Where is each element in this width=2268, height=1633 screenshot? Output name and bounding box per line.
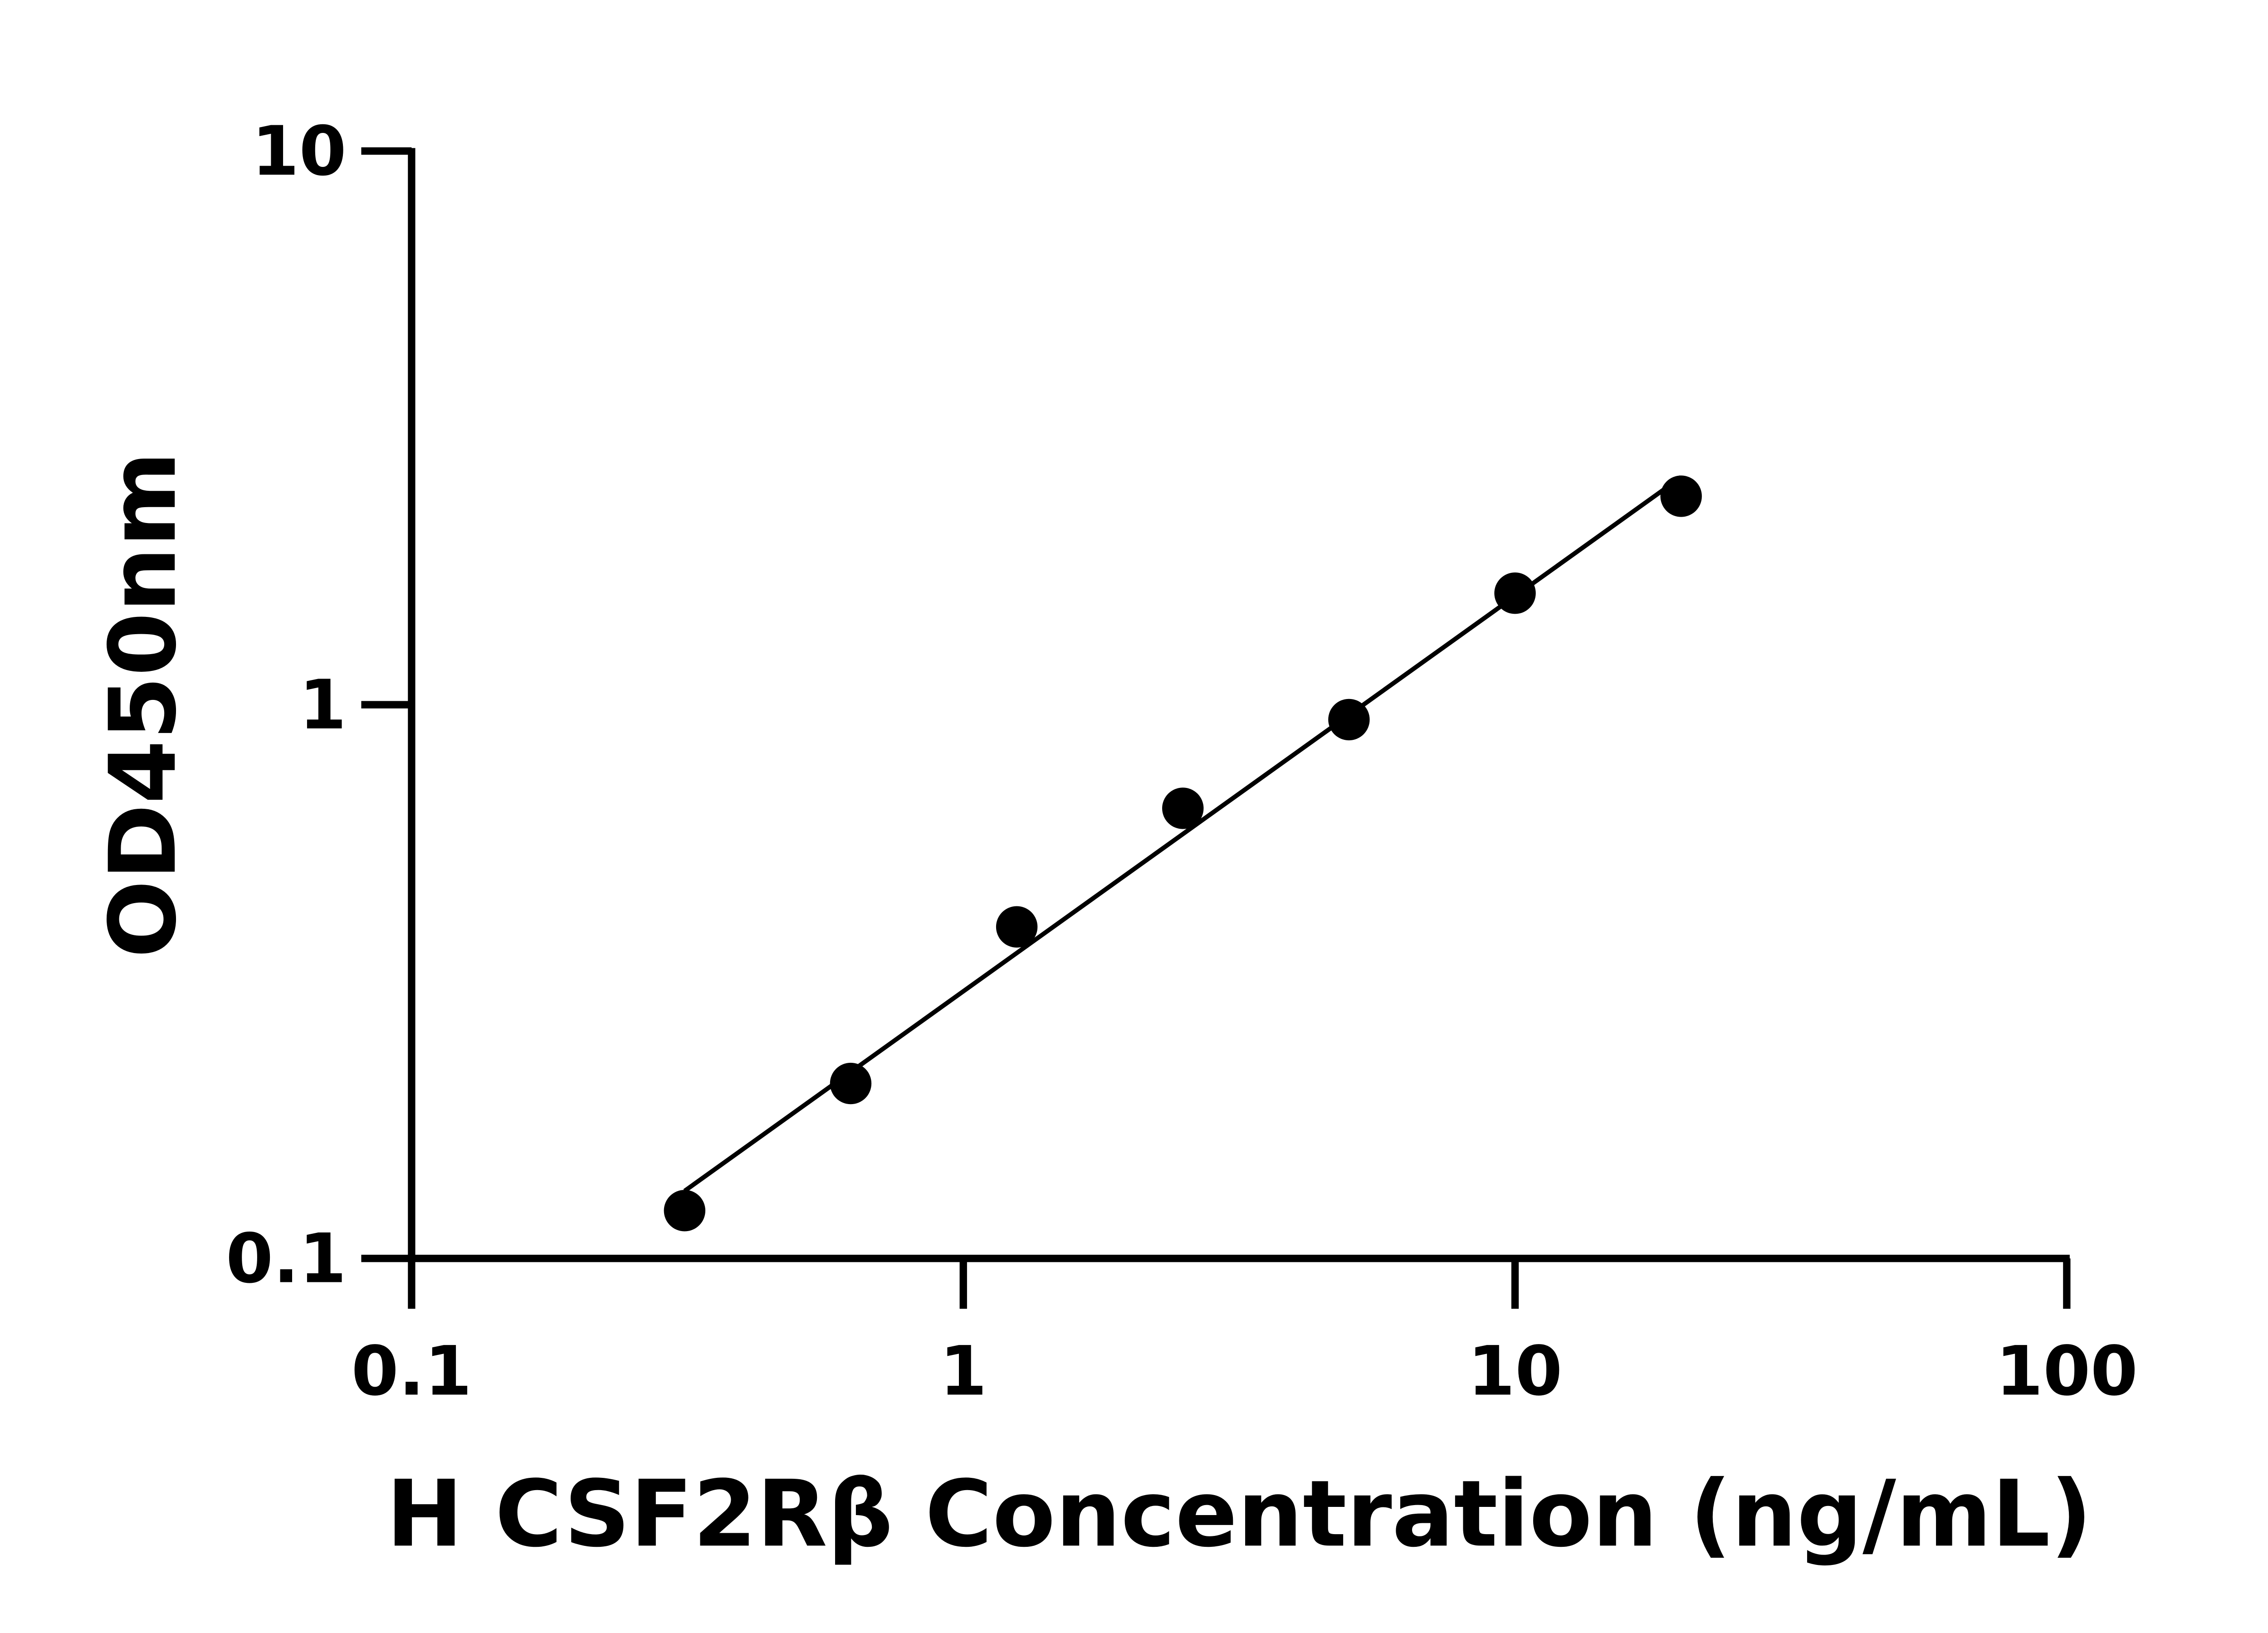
x-tick-label: 100 (1996, 1332, 2138, 1411)
data-point (830, 1062, 872, 1105)
x-tick-label: 10 (1468, 1332, 1563, 1411)
y-axis-label: OD450nm (89, 451, 196, 958)
y-tick-label: 1 (299, 666, 346, 745)
points-layer (664, 475, 1702, 1232)
data-point (1494, 572, 1536, 614)
x-tick-label: 0.1 (351, 1332, 472, 1411)
data-point (1162, 787, 1204, 829)
x-axis-label: H CSF2Rβ Concentration (ng/mL) (386, 1460, 2092, 1567)
data-point (1328, 699, 1370, 741)
y-tick-label: 0.1 (226, 1219, 347, 1298)
data-point (996, 906, 1038, 948)
x-tick-label: 1 (939, 1332, 987, 1411)
ticks-layer: 0.1 1 10 100 0.1 1 10 (226, 112, 2138, 1411)
data-point (664, 1190, 705, 1232)
y-tick-label: 10 (252, 112, 347, 191)
data-point (1660, 475, 1702, 517)
